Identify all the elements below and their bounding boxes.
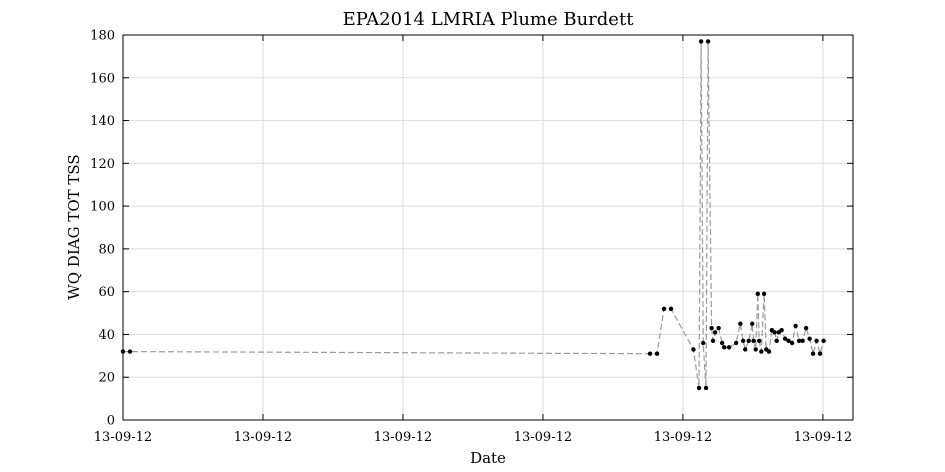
y-tick-label: 100 xyxy=(90,200,115,215)
x-tick-label: 13-09-12 xyxy=(514,430,572,445)
data-point xyxy=(740,338,746,344)
data-point xyxy=(757,338,762,344)
data-point xyxy=(709,325,714,331)
data-point xyxy=(766,349,772,354)
data-point xyxy=(668,306,674,311)
data-point xyxy=(800,338,805,344)
data-point xyxy=(696,385,702,391)
plot-area-frame xyxy=(122,34,854,421)
data-point xyxy=(716,325,721,331)
data-point xyxy=(120,349,126,354)
y-tick-label: 0 xyxy=(107,414,115,429)
data-point xyxy=(803,325,809,331)
data-point xyxy=(751,338,756,344)
data-point xyxy=(127,349,133,354)
data-point xyxy=(712,330,718,335)
data-point xyxy=(647,351,653,356)
data-point xyxy=(796,338,802,344)
data-point xyxy=(821,338,826,344)
data-point xyxy=(719,340,725,346)
y-tick-label: 180 xyxy=(90,29,115,44)
data-point xyxy=(654,351,660,356)
data-point xyxy=(774,338,779,344)
data-point xyxy=(691,347,696,352)
y-tick-label: 60 xyxy=(98,285,115,300)
grid xyxy=(123,35,853,420)
data-point xyxy=(772,330,777,335)
y-axis-label: WQ DIAG TOT TSS xyxy=(65,154,83,299)
data-point xyxy=(726,345,732,350)
series xyxy=(120,39,826,391)
y-tick-label: 40 xyxy=(98,328,115,343)
data-point xyxy=(753,347,758,352)
x-tick-label: 13-09-12 xyxy=(94,430,152,445)
data-point xyxy=(755,291,761,297)
data-point xyxy=(761,291,767,297)
data-point xyxy=(738,321,743,326)
axes: 0 20 40 60 80 100 120 140 160 180 13-09-12 13-09-12… xyxy=(90,29,853,445)
data-point xyxy=(701,340,706,346)
data-point xyxy=(810,351,816,356)
data-point xyxy=(710,338,716,344)
x-tick-label: 13-09-12 xyxy=(654,430,712,445)
data-point xyxy=(817,351,823,356)
data-point xyxy=(750,321,755,326)
y-tick-label: 160 xyxy=(90,71,115,86)
data-point xyxy=(779,327,784,333)
data-point xyxy=(722,345,727,350)
chart-title: EPA2014 LMRIA Plume Burdett xyxy=(343,9,635,30)
data-point xyxy=(793,323,798,329)
data-point xyxy=(661,306,667,311)
data-point xyxy=(703,385,709,391)
y-tick-label: 120 xyxy=(90,157,115,172)
data-point xyxy=(733,340,739,346)
x-tick-label: 13-09-12 xyxy=(374,430,432,445)
data-point xyxy=(789,340,795,346)
x-tick-label: 13-09-12 xyxy=(234,430,292,445)
x-tick-label: 13-09-12 xyxy=(794,430,852,445)
x-axis-label: Date xyxy=(470,449,506,467)
y-tick-label: 140 xyxy=(90,114,115,129)
y-tick-label: 80 xyxy=(98,242,115,257)
data-point xyxy=(786,338,791,344)
y-tick-label: 20 xyxy=(98,371,115,386)
data-point xyxy=(759,349,764,354)
data-point xyxy=(782,336,788,341)
data-point xyxy=(698,39,704,44)
data-point xyxy=(807,336,812,341)
data-point xyxy=(705,39,711,44)
data-point xyxy=(814,338,819,344)
data-point xyxy=(746,338,751,344)
data-point xyxy=(743,347,748,352)
